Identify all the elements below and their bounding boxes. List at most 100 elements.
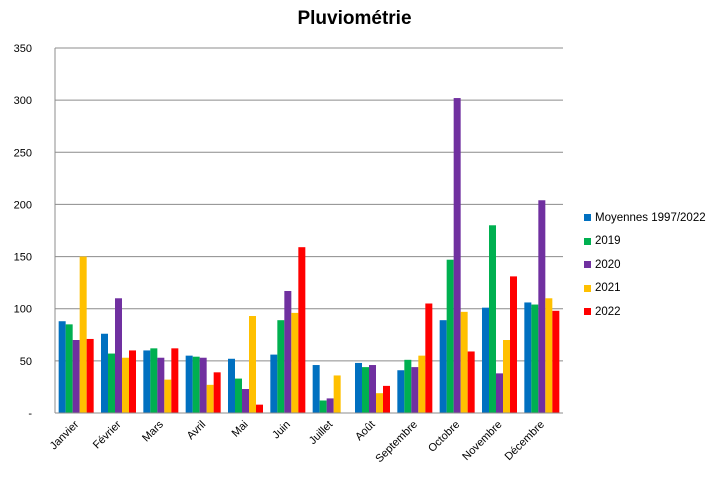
bar — [545, 298, 553, 413]
bar — [425, 303, 433, 413]
legend-swatch — [584, 308, 591, 316]
x-tick-label: Décembre — [503, 419, 547, 463]
bar — [79, 256, 87, 413]
legend-label: 2019 — [595, 235, 621, 248]
bar — [467, 351, 475, 413]
x-tick-label: Avril — [185, 419, 208, 442]
bar — [58, 321, 66, 413]
bar — [538, 200, 546, 413]
gridlines — [55, 47, 563, 362]
bar — [524, 302, 532, 413]
bar — [192, 356, 200, 413]
bar — [531, 304, 539, 413]
x-tick-label: Janvier — [48, 418, 82, 452]
legend-item: Moyennes 1997/2022 — [584, 206, 706, 230]
bar — [143, 350, 151, 413]
bar — [333, 375, 341, 413]
chart-title: Pluviométrie — [297, 8, 412, 29]
legend: Moyennes 1997/2022 2019 2020 2021 2022 — [584, 206, 706, 324]
bar — [312, 365, 320, 413]
bar — [510, 276, 517, 413]
bar — [235, 378, 242, 413]
bar — [439, 320, 447, 413]
bar — [446, 259, 454, 413]
y-tick-label: 150 — [14, 252, 32, 264]
bar — [489, 225, 496, 413]
bar — [206, 384, 214, 413]
legend-item: 2019 — [584, 230, 706, 254]
y-tick-label: 50 — [20, 356, 32, 368]
legend-label: 2020 — [595, 258, 621, 271]
bar — [228, 358, 235, 413]
bar — [65, 324, 73, 413]
bar — [291, 312, 299, 413]
y-tick-label: 250 — [14, 147, 32, 159]
bar — [496, 373, 503, 413]
bar — [122, 357, 129, 413]
y-axis-ticks: - 50 100 150 200 250 300 350 — [14, 43, 33, 420]
y-tick-label: 200 — [14, 199, 32, 211]
bars — [58, 98, 560, 414]
bar — [157, 357, 165, 413]
bar — [326, 398, 334, 413]
y-tick-label: 300 — [14, 95, 32, 107]
bar — [270, 354, 278, 413]
bar — [284, 290, 292, 413]
x-tick-label: Juillet — [307, 419, 335, 447]
bar — [298, 247, 306, 413]
bar — [108, 353, 115, 413]
bar — [397, 370, 405, 413]
legend-item: 2021 — [584, 277, 706, 301]
bar — [72, 340, 80, 413]
bar — [101, 333, 108, 413]
x-tick-label: Juin — [270, 419, 293, 442]
bar — [277, 320, 285, 413]
bar — [256, 404, 263, 413]
x-tick-label: Août — [353, 419, 377, 443]
x-tick-label: Mai — [230, 419, 251, 440]
legend-swatch — [584, 261, 591, 269]
bar — [150, 348, 158, 413]
legend-swatch — [584, 284, 591, 292]
bar — [383, 385, 390, 413]
bar — [453, 98, 461, 414]
legend-swatch — [584, 214, 591, 222]
x-tick-label: Mars — [140, 418, 166, 444]
bar — [376, 393, 383, 413]
axes — [54, 48, 563, 414]
bar — [411, 367, 419, 413]
bar — [164, 379, 172, 413]
bar — [404, 359, 412, 413]
x-tick-label: Octobre — [426, 419, 462, 455]
x-tick-label: Septembre — [373, 419, 420, 466]
legend-label: Moyennes 1997/2022 — [595, 211, 706, 224]
bar — [369, 365, 376, 413]
bar — [86, 338, 94, 413]
legend-label: 2021 — [595, 282, 621, 295]
y-tick-label: - — [28, 408, 32, 420]
bar — [171, 348, 179, 413]
bar — [129, 350, 136, 413]
x-axis-ticks: Janvier Février Mars Avril Mai Juin Juillet Aoû… — [48, 418, 547, 465]
bar — [213, 372, 221, 413]
legend-item: 2020 — [584, 253, 706, 277]
bar — [185, 355, 193, 413]
x-tick-label: Février — [91, 418, 124, 451]
bar — [460, 311, 468, 413]
x-tick-label: Novembre — [460, 419, 504, 463]
bar — [482, 307, 489, 413]
bar — [115, 298, 122, 413]
bar — [552, 310, 560, 413]
y-tick-label: 350 — [14, 43, 32, 55]
bar — [355, 362, 362, 413]
legend-item: 2022 — [584, 300, 706, 324]
bar — [242, 389, 249, 413]
bar — [362, 367, 369, 413]
bar — [249, 316, 256, 413]
bar — [319, 400, 327, 413]
legend-label: 2022 — [595, 305, 621, 318]
legend-swatch — [584, 237, 591, 245]
y-tick-label: 100 — [14, 304, 32, 316]
bar — [418, 355, 426, 413]
